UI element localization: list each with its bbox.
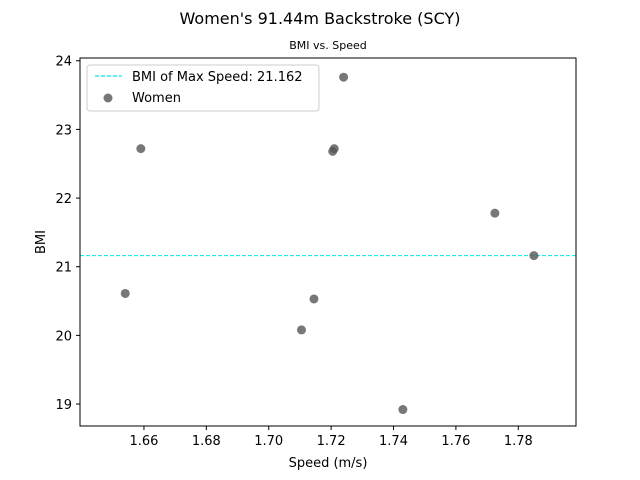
x-axis: 1.66 1.68 1.70 1.72 1.74 1.76 1.78 bbox=[129, 426, 533, 449]
x-tick-label: 1.70 bbox=[254, 434, 283, 449]
scatter-point bbox=[136, 144, 146, 154]
scatter-point bbox=[296, 325, 306, 335]
chart-subtitle: BMI vs. Speed bbox=[289, 39, 367, 52]
y-tick-label: 22 bbox=[55, 192, 72, 207]
x-tick-label: 1.72 bbox=[317, 434, 346, 449]
scatter-point bbox=[398, 405, 408, 415]
y-tick-label: 19 bbox=[55, 398, 72, 413]
y-tick-label: 24 bbox=[55, 55, 72, 70]
plot-frame bbox=[79, 57, 577, 427]
x-tick-label: 1.68 bbox=[192, 434, 221, 449]
y-tick-label: 21 bbox=[55, 261, 72, 276]
y-axis-label: BMI bbox=[34, 230, 49, 254]
legend: BMI of Max Speed: 21.162 Women bbox=[86, 64, 320, 112]
y-axis: 19 20 21 22 23 24 bbox=[55, 55, 80, 413]
x-tick-label: 1.66 bbox=[129, 434, 158, 449]
plot-area bbox=[80, 72, 576, 415]
x-axis-label: Speed (m/s) bbox=[289, 456, 368, 471]
scatter-point bbox=[120, 288, 130, 298]
legend-women-label: Women bbox=[132, 91, 181, 106]
scatter-point bbox=[329, 144, 339, 154]
x-tick-label: 1.74 bbox=[379, 434, 408, 449]
x-tick-label: 1.78 bbox=[504, 434, 533, 449]
y-tick-label: 20 bbox=[55, 329, 72, 344]
scatter-point bbox=[529, 251, 539, 261]
scatter-point bbox=[490, 208, 500, 218]
legend-box bbox=[86, 64, 320, 112]
y-tick-label: 23 bbox=[55, 123, 72, 138]
scatter-point bbox=[339, 72, 349, 82]
legend-women-marker bbox=[103, 93, 113, 103]
x-tick-label: 1.76 bbox=[441, 434, 470, 449]
scatter-point bbox=[309, 294, 319, 304]
legend-reference-line-label: BMI of Max Speed: 21.162 bbox=[132, 70, 303, 85]
chart-title: Women's 91.44m Backstroke (SCY) bbox=[180, 9, 461, 28]
